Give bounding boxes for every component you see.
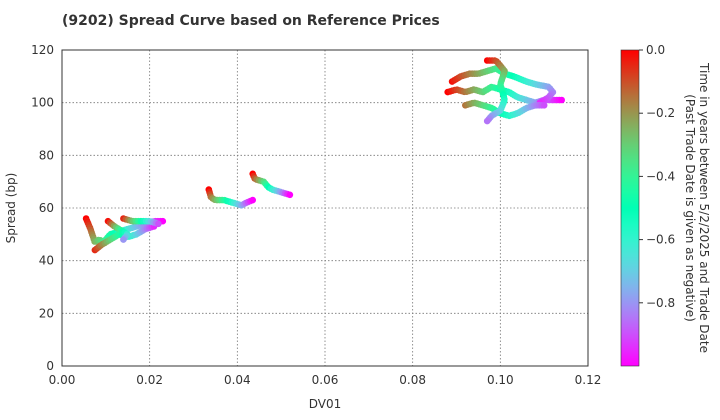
colorbar-tick-label: −0.4 xyxy=(646,169,675,183)
x-tick-label: 0.08 xyxy=(399,373,426,387)
scatter-points xyxy=(82,57,565,254)
y-tick-label: 20 xyxy=(39,306,54,320)
y-tick-label: 60 xyxy=(39,201,54,215)
scatter-point xyxy=(483,117,491,125)
x-axis-label: DV01 xyxy=(309,397,342,411)
x-tick-label: 0.00 xyxy=(49,373,76,387)
colorbar-tick-label: 0.0 xyxy=(646,43,665,57)
scatter-point xyxy=(249,196,256,204)
x-tick-label: 0.12 xyxy=(575,373,602,387)
y-tick-label: 120 xyxy=(31,43,54,57)
y-axis-ticks: 0 20 40 60 80 100 120 xyxy=(31,43,54,373)
colorbar-label-line2: (Past Trade Date is given as negative) xyxy=(683,94,697,322)
colorbar-tick-label: −0.2 xyxy=(646,106,675,120)
scatter-point xyxy=(540,102,548,109)
plot-frame xyxy=(61,49,589,367)
y-tick-label: 100 xyxy=(31,96,54,110)
x-tick-label: 0.10 xyxy=(487,373,514,387)
x-tick-label: 0.04 xyxy=(224,373,251,387)
colorbar-ticks: 0.0 −0.2 −0.4 −0.6 −0.8 xyxy=(639,43,675,310)
scatter-point xyxy=(120,236,127,243)
x-tick-label: 0.02 xyxy=(136,373,163,387)
scatter-point xyxy=(558,96,565,104)
scatter-point xyxy=(286,191,294,199)
colorbar-tick-label: −0.8 xyxy=(646,296,675,310)
colorbar-tick-label: −0.6 xyxy=(646,233,675,247)
scatter-point xyxy=(155,220,162,228)
y-tick-label: 0 xyxy=(46,359,54,373)
x-tick-label: 0.06 xyxy=(312,373,339,387)
y-tick-label: 40 xyxy=(39,254,54,268)
colorbar-label-line1: Time in years between 5/2/2025 and Trade… xyxy=(697,62,711,353)
x-axis-ticks: 0.00 0.02 0.04 0.06 0.08 0.10 0.12 xyxy=(49,373,602,387)
grid-lines xyxy=(62,50,588,366)
colorbar xyxy=(620,49,640,367)
chart-title: (9202) Spread Curve based on Reference P… xyxy=(62,13,440,29)
y-axis-label: Spread (bp) xyxy=(4,173,18,244)
y-tick-label: 80 xyxy=(39,148,54,162)
